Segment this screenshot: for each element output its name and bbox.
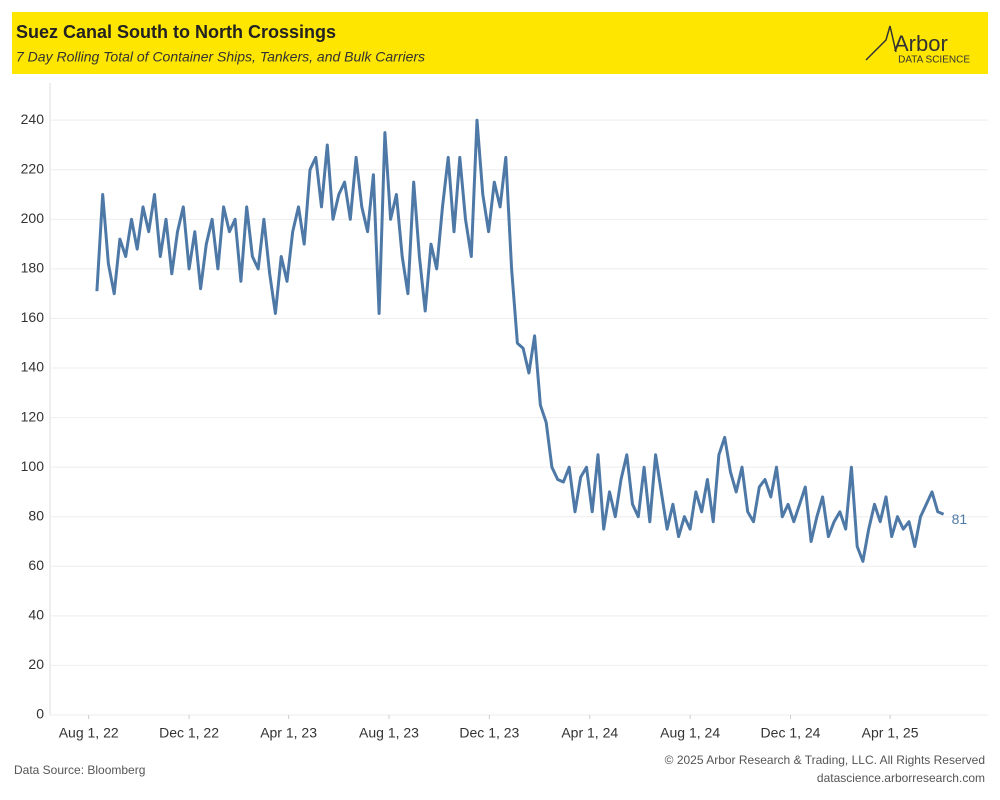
chart-subtitle: 7 Day Rolling Total of Container Ships, …: [16, 49, 425, 65]
y-tick-label: 60: [28, 557, 44, 573]
y-tick-label: 180: [21, 260, 45, 276]
x-tick-label: Apr 1, 25: [862, 725, 919, 741]
y-tick-label: 220: [21, 160, 45, 176]
x-tick-label: Apr 1, 23: [260, 725, 317, 741]
header-band: [12, 12, 988, 74]
x-tick-label: Aug 1, 23: [359, 725, 419, 741]
y-tick-label: 200: [21, 210, 45, 226]
line: [95, 118, 945, 563]
y-tick-label: 120: [21, 408, 45, 424]
x-tick-label: Dec 1, 24: [761, 725, 821, 741]
copyright: © 2025 Arbor Research & Trading, LLC. Al…: [665, 753, 985, 767]
y-tick-label: 100: [21, 458, 45, 474]
x-tick-label: Dec 1, 22: [159, 725, 219, 741]
y-tick-label: 0: [36, 706, 44, 722]
x-tick-label: Aug 1, 24: [660, 725, 720, 741]
source: Data Source: Bloomberg: [14, 763, 145, 777]
logo-icon: [865, 25, 897, 61]
y-tick-label: 240: [21, 111, 45, 127]
x-tick-label: Apr 1, 24: [561, 725, 618, 741]
x-tick-label: Dec 1, 23: [459, 725, 519, 741]
y-tick-label: 40: [28, 607, 44, 623]
logo-name: Arbor: [894, 31, 948, 56]
chart-title: Suez Canal South to North Crossings: [16, 22, 336, 42]
website: datascience.arborresearch.com: [817, 771, 985, 785]
logo-tagline: DATA SCIENCE: [898, 55, 970, 66]
x-tick-label: Aug 1, 22: [59, 725, 119, 741]
y-tick-label: 80: [28, 507, 44, 523]
y-tick-label: 20: [28, 656, 44, 672]
y-tick-label: 140: [21, 359, 45, 375]
y-tick-label: 160: [21, 309, 45, 325]
data-label: 81: [952, 511, 968, 527]
